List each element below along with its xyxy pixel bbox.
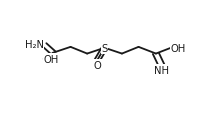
Text: NH: NH <box>154 66 169 76</box>
Text: H₂N: H₂N <box>25 40 44 50</box>
Text: OH: OH <box>44 54 59 64</box>
Text: O: O <box>94 60 101 70</box>
Text: S: S <box>101 43 108 53</box>
Text: OH: OH <box>171 43 186 53</box>
